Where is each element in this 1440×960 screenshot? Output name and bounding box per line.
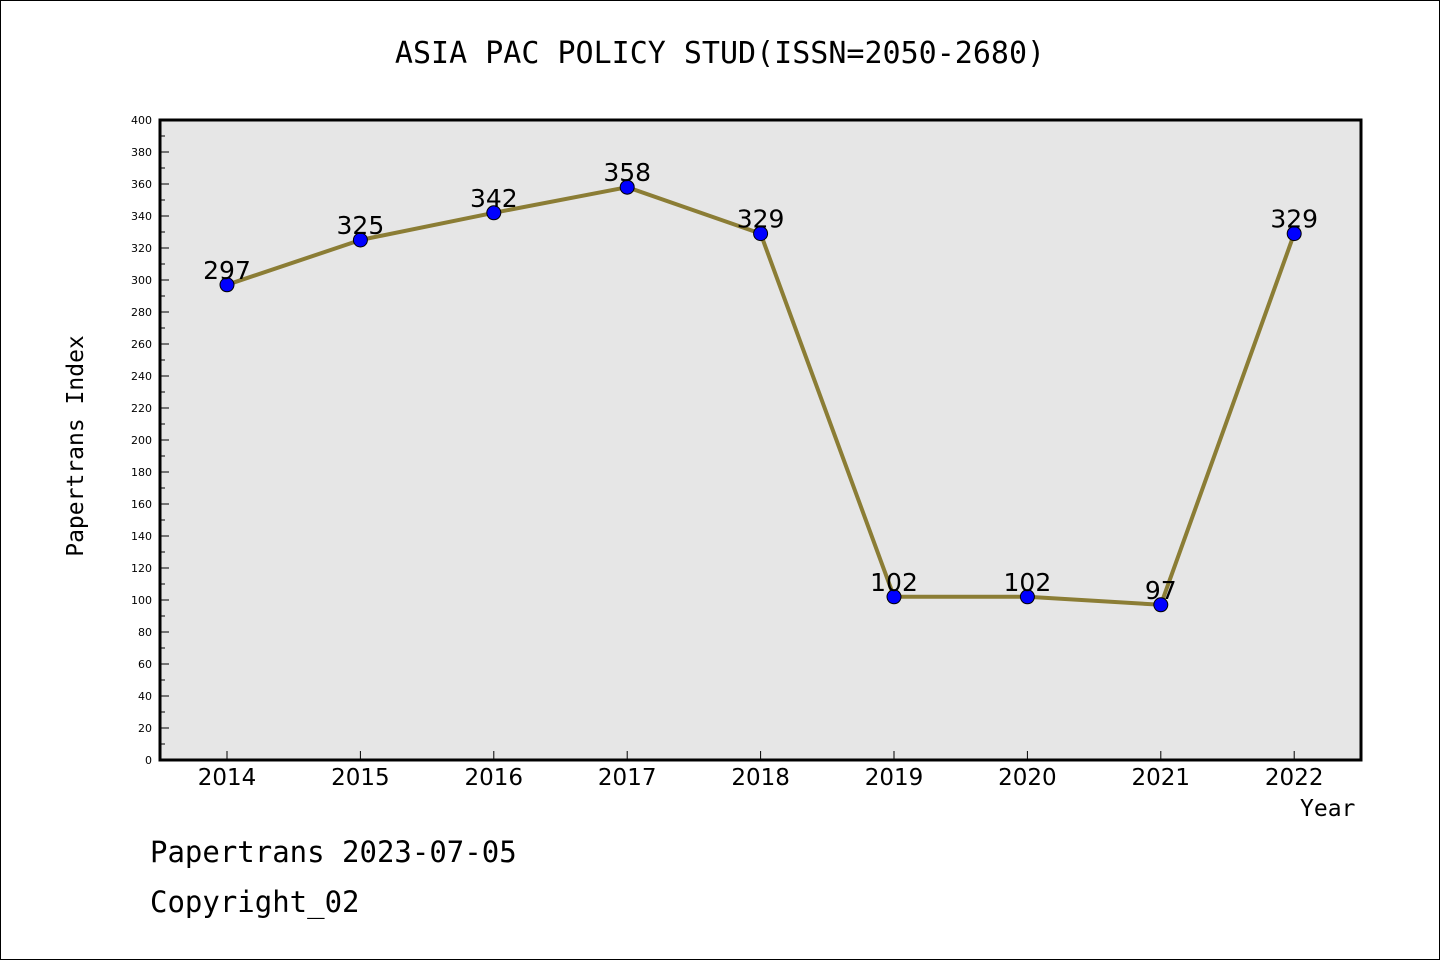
y-tick-label: 200	[131, 434, 152, 447]
y-tick-label: 0	[145, 754, 152, 767]
x-tick-label: 2020	[998, 765, 1057, 791]
chart-title: ASIA PAC POLICY STUD(ISSN=2050-2680)	[394, 36, 1046, 71]
data-label: 342	[470, 184, 518, 213]
data-point	[1153, 597, 1169, 613]
data-point	[486, 205, 502, 221]
series-markers	[219, 179, 1302, 613]
y-tick-label: 160	[131, 498, 152, 511]
data-label: 325	[337, 211, 385, 240]
y-tick-label: 120	[131, 562, 152, 575]
data-point	[1286, 226, 1302, 242]
y-tick-label: 20	[138, 722, 152, 735]
data-label: 329	[1270, 205, 1318, 234]
y-tick-label: 380	[131, 146, 152, 159]
y-tick-label: 60	[138, 658, 152, 671]
y-tick-label: 240	[131, 370, 152, 383]
y-tick-label: 340	[131, 210, 152, 223]
data-point	[219, 277, 235, 293]
y-tick-label: 300	[131, 274, 152, 287]
data-point	[886, 589, 902, 605]
y-tick-label: 320	[131, 242, 152, 255]
y-tick-label: 40	[138, 690, 152, 703]
y-tick-label: 280	[131, 306, 152, 319]
x-tick-label: 2022	[1265, 765, 1324, 791]
y-tick-label: 400	[131, 114, 152, 127]
y-tick-label: 140	[131, 530, 152, 543]
data-point	[1019, 589, 1035, 605]
footer-date: Papertrans 2023-07-05	[150, 835, 517, 869]
plot-border	[158, 118, 1363, 762]
y-tick-label: 360	[131, 178, 152, 191]
data-label: 329	[737, 205, 785, 234]
y-tick-label: 260	[131, 338, 152, 351]
y-tick-label: 100	[131, 594, 152, 607]
x-tick-label: 2015	[331, 765, 390, 791]
footer-copyright: Copyright_02	[150, 885, 360, 919]
x-axis-label: Year	[1300, 796, 1356, 822]
data-label: 97	[1145, 576, 1177, 605]
data-point	[352, 232, 368, 248]
data-label: 102	[870, 568, 918, 597]
data-label: 297	[203, 256, 251, 285]
y-tick-label: 80	[138, 626, 152, 639]
y-tick-label: 180	[131, 466, 152, 479]
data-point	[753, 226, 769, 242]
x-tick-label: 2016	[465, 765, 524, 791]
x-tick-label: 2021	[1132, 765, 1191, 791]
data-label: 102	[1004, 568, 1052, 597]
y-axis: 0 20 40 60 80 100 120 140 160 180 200 220 240 260 280 3…	[131, 114, 169, 767]
data-labels: 297 325 342 358 329 102 102 97 329	[203, 158, 1318, 605]
x-tick-label: 2014	[198, 765, 257, 791]
x-axis: 2014 2015 2016 2017 2018 2019 2020 2021 2022	[198, 751, 1324, 791]
x-tick-label: 2017	[598, 765, 657, 791]
x-tick-label: 2019	[865, 765, 924, 791]
data-label: 358	[603, 158, 651, 187]
data-point	[619, 179, 635, 195]
y-tick-label: 220	[131, 402, 152, 415]
x-tick-label: 2018	[731, 765, 790, 791]
